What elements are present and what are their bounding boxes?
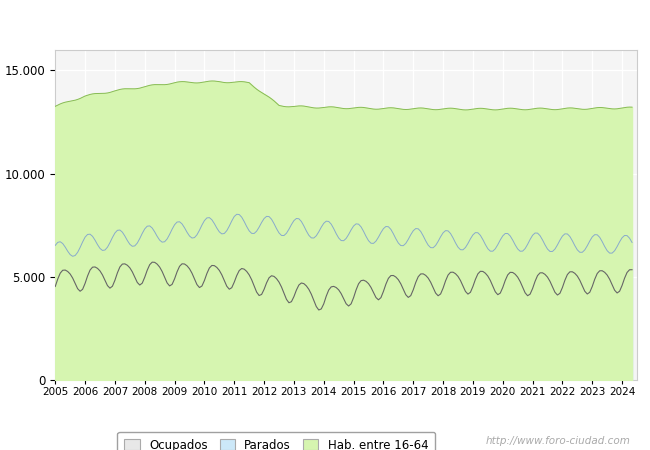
- Legend: Ocupados, Parados, Hab. entre 16-64: Ocupados, Parados, Hab. entre 16-64: [117, 432, 436, 450]
- Text: http://www.foro-ciudad.com: http://www.foro-ciudad.com: [486, 436, 630, 446]
- Text: Carcaixent - Evolucion de la poblacion en edad de Trabajar Mayo de 2024: Carcaixent - Evolucion de la poblacion e…: [55, 14, 595, 29]
